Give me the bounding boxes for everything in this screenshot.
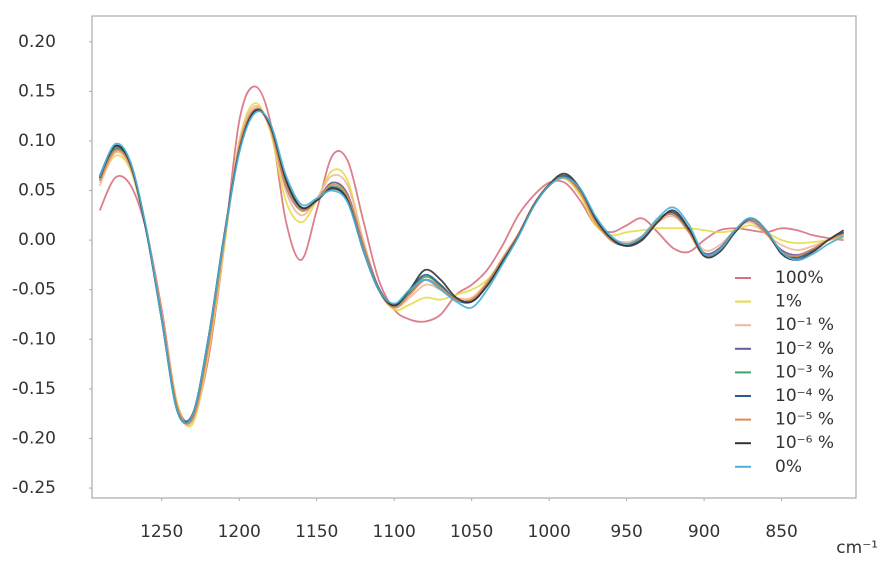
series-line bbox=[98, 109, 845, 423]
legend-label: 10⁻¹ % bbox=[775, 315, 834, 335]
legend-label: 100% bbox=[775, 268, 824, 288]
legend-label: 1% bbox=[775, 292, 802, 312]
x-tick-label: 1150 bbox=[295, 522, 338, 542]
y-tick-label: 0.10 bbox=[18, 131, 56, 151]
legend-label: 10⁻⁴ % bbox=[775, 386, 834, 406]
legend-label: 10⁻⁶ % bbox=[775, 433, 834, 453]
y-tick-label: -0.15 bbox=[12, 379, 56, 399]
y-tick-label: 0.05 bbox=[18, 181, 56, 201]
x-tick-label: 1100 bbox=[373, 522, 416, 542]
x-tick-label: 1000 bbox=[528, 522, 571, 542]
series-line bbox=[98, 105, 844, 427]
series-line bbox=[98, 109, 845, 425]
series-line bbox=[98, 102, 844, 428]
x-tick-label: 1050 bbox=[450, 522, 493, 542]
series-line bbox=[98, 110, 845, 425]
plot-frame bbox=[91, 15, 857, 499]
y-tick-label: -0.10 bbox=[12, 329, 56, 349]
legend-label: 10⁻² % bbox=[775, 339, 834, 359]
x-tick-label: 950 bbox=[610, 522, 642, 542]
y-tick-label: 0.20 bbox=[18, 32, 56, 52]
x-axis-label: cm⁻¹ bbox=[836, 538, 878, 558]
x-tick-label: 900 bbox=[688, 522, 720, 542]
y-tick-label: -0.05 bbox=[12, 280, 56, 300]
x-tick-label: 850 bbox=[765, 522, 797, 542]
x-tick-label: 1250 bbox=[140, 522, 183, 542]
y-tick-label: -0.20 bbox=[12, 428, 56, 448]
legend-label: 0% bbox=[775, 457, 802, 477]
y-tick-label: 0.00 bbox=[18, 230, 56, 250]
series-line bbox=[98, 109, 845, 425]
series-line bbox=[98, 107, 844, 425]
y-tick-label: 0.15 bbox=[18, 81, 56, 101]
y-tick-label: -0.25 bbox=[12, 478, 56, 498]
legend-label: 10⁻⁵ % bbox=[775, 410, 834, 430]
series-line bbox=[98, 107, 844, 425]
x-tick-label: 1200 bbox=[218, 522, 261, 542]
series-line bbox=[98, 85, 844, 423]
legend-label: 10⁻³ % bbox=[775, 362, 834, 382]
